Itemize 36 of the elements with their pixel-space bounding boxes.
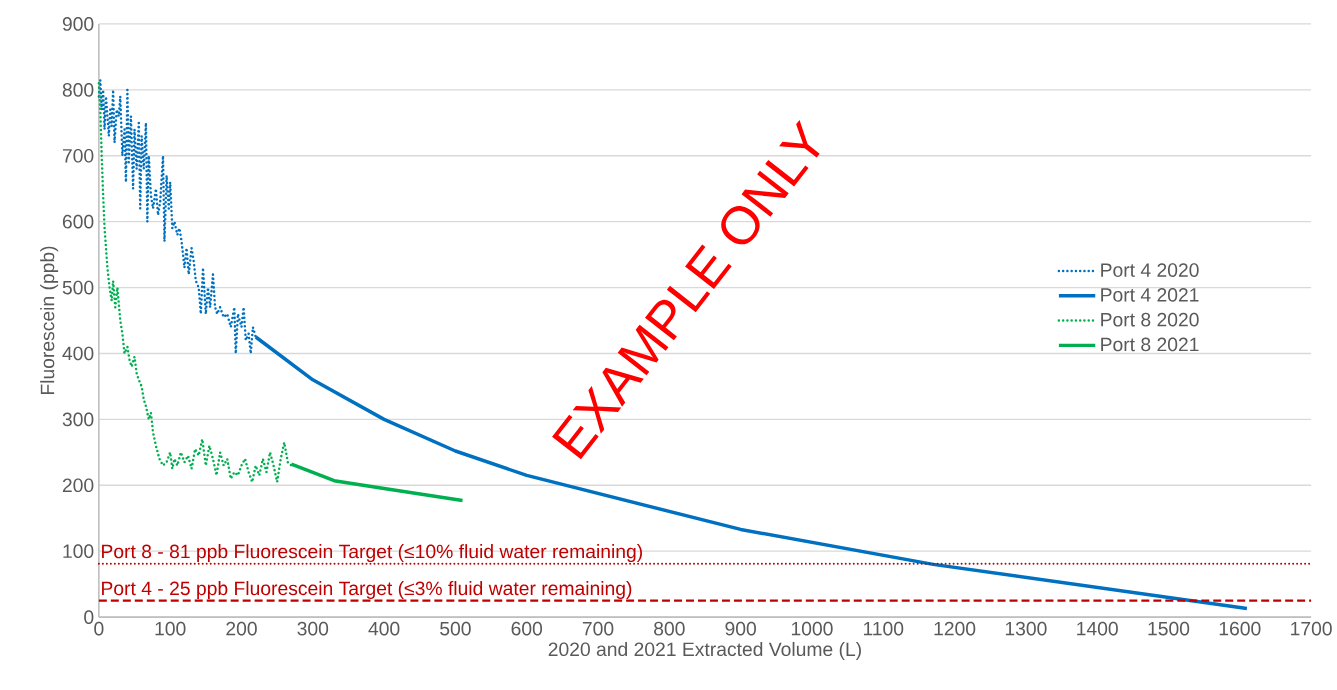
x-tick-label: 100 xyxy=(155,621,186,636)
x-tick-label: 1000 xyxy=(791,621,833,636)
y-axis-title: Fluorescein (ppb) xyxy=(40,246,59,395)
x-tick-label: 1600 xyxy=(1219,621,1261,636)
x-tick-label: 1100 xyxy=(863,621,904,636)
x-tick-label: 500 xyxy=(440,621,471,636)
x-tick-label: 1400 xyxy=(1077,621,1118,636)
x-tick-label: 1700 xyxy=(1291,621,1332,636)
x-tick-label: 600 xyxy=(511,621,543,636)
y-tick-label: 800 xyxy=(62,83,94,97)
x-tick-label: 1500 xyxy=(1148,621,1190,636)
y-tick-label: 0 xyxy=(84,610,94,624)
legend-label: Port 8 2020 xyxy=(1101,312,1199,327)
x-tick-label: 800 xyxy=(654,621,685,636)
x-tick-label: 0 xyxy=(94,621,104,636)
y-tick-label: 600 xyxy=(62,214,94,229)
legend-label: Port 4 2021 xyxy=(1101,288,1199,302)
x-tick-label: 900 xyxy=(725,621,756,636)
y-tick-label: 200 xyxy=(62,478,94,493)
y-tick-label: 900 xyxy=(62,17,94,31)
x-tick-label: 700 xyxy=(582,621,614,636)
y-tick-label: 700 xyxy=(62,148,94,163)
x-tick-label: 1300 xyxy=(1005,621,1047,636)
x-tick-label: 300 xyxy=(297,621,329,636)
y-tick-label: 100 xyxy=(63,544,94,559)
y-tick-label: 300 xyxy=(62,412,94,427)
y-tick-label: 400 xyxy=(62,346,94,361)
x-axis-title: 2020 and 2021 Extracted Volume (L) xyxy=(548,641,861,660)
ref-line-label: Port 4 - 25 ppb Fluorescein Target (≤3% fluid water remaining) xyxy=(102,581,632,600)
legend-label: Port 4 2020 xyxy=(1101,263,1199,277)
legend-label: Port 8 2021 xyxy=(1101,337,1199,352)
x-tick-label: 400 xyxy=(368,621,400,636)
ref-line-label: Port 8 - 81 ppb Fluorescein Target (≤10% fluid water remaining) xyxy=(102,544,642,563)
x-tick-label: 1200 xyxy=(934,621,976,636)
y-tick-label: 500 xyxy=(62,280,94,295)
x-tick-label: 200 xyxy=(226,621,257,636)
